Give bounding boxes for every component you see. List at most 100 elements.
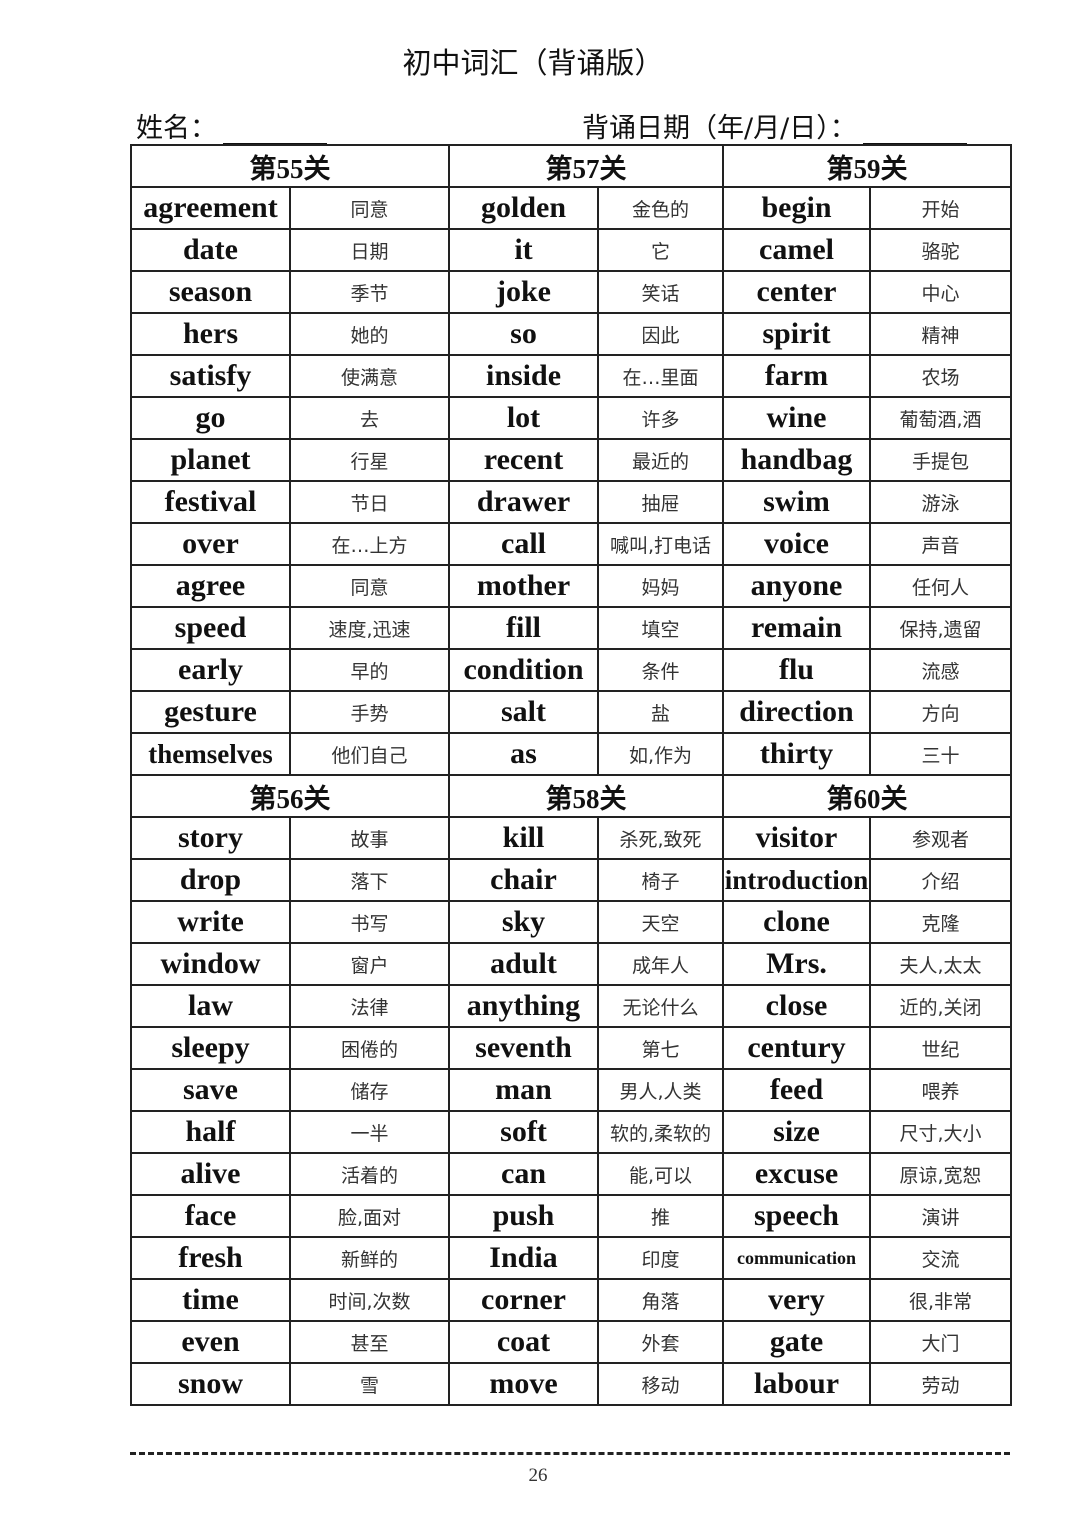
chinese-meaning: 笑话 — [597, 270, 724, 314]
level-header: 第59关 — [722, 144, 1012, 188]
english-word: spirit — [722, 312, 871, 356]
english-word: date — [130, 228, 291, 272]
chinese-meaning: 在…上方 — [289, 522, 450, 566]
chinese-meaning: 季节 — [289, 270, 450, 314]
english-word: century — [722, 1026, 871, 1070]
chinese-meaning: 喂养 — [869, 1068, 1012, 1112]
level-header: 第56关 — [130, 774, 450, 818]
table-row: fresh 新鲜的 India 印度 communication 交流 — [130, 1236, 1012, 1280]
english-word: chair — [448, 858, 599, 902]
english-word: remain — [722, 606, 871, 650]
table-row: drop 落下 chair 椅子 introduction 介绍 — [130, 858, 1012, 902]
english-word: window — [130, 942, 291, 986]
chinese-meaning: 抽屉 — [597, 480, 724, 524]
english-word: drop — [130, 858, 291, 902]
level-header: 第57关 — [448, 144, 724, 188]
english-word: festival — [130, 480, 291, 524]
english-word: close — [722, 984, 871, 1028]
chinese-meaning: 他们自己 — [289, 732, 450, 776]
english-word: coat — [448, 1320, 599, 1364]
english-word: gesture — [130, 690, 291, 734]
english-word: snow — [130, 1362, 291, 1406]
chinese-meaning: 节日 — [289, 480, 450, 524]
chinese-meaning: 她的 — [289, 312, 450, 356]
english-word: agree — [130, 564, 291, 608]
chinese-meaning: 流感 — [869, 648, 1012, 692]
chinese-meaning: 使满意 — [289, 354, 450, 398]
table-row: date 日期 it 它 camel 骆驼 — [130, 228, 1012, 272]
table-row: half 一半 soft 软的,柔软的 size 尺寸,大小 — [130, 1110, 1012, 1154]
chinese-meaning: 椅子 — [597, 858, 724, 902]
chinese-meaning: 介绍 — [869, 858, 1012, 902]
english-word: handbag — [722, 438, 871, 482]
chinese-meaning: 如,作为 — [597, 732, 724, 776]
chinese-meaning: 许多 — [597, 396, 724, 440]
english-word: Mrs. — [722, 942, 871, 986]
english-word: over — [130, 522, 291, 566]
chinese-meaning: 活着的 — [289, 1152, 450, 1196]
english-word: planet — [130, 438, 291, 482]
chinese-meaning: 妈妈 — [597, 564, 724, 608]
english-word: inside — [448, 354, 599, 398]
english-word: camel — [722, 228, 871, 272]
chinese-meaning: 雪 — [289, 1362, 450, 1406]
english-word: seventh — [448, 1026, 599, 1070]
english-word: fresh — [130, 1236, 291, 1280]
english-word: size — [722, 1110, 871, 1154]
table-row: snow 雪 move 移动 labour 劳动 — [130, 1362, 1012, 1406]
level-header: 第60关 — [722, 774, 1012, 818]
english-word: visitor — [722, 816, 871, 860]
chinese-meaning: 窗户 — [289, 942, 450, 986]
chinese-meaning: 在…里面 — [597, 354, 724, 398]
chinese-meaning: 去 — [289, 396, 450, 440]
chinese-meaning: 天空 — [597, 900, 724, 944]
table-row: planet 行星 recent 最近的 handbag 手提包 — [130, 438, 1012, 482]
chinese-meaning: 同意 — [289, 186, 450, 230]
chinese-meaning: 演讲 — [869, 1194, 1012, 1238]
english-word: introduction — [722, 858, 871, 902]
english-word: hers — [130, 312, 291, 356]
chinese-meaning: 印度 — [597, 1236, 724, 1280]
english-word: early — [130, 648, 291, 692]
chinese-meaning: 成年人 — [597, 942, 724, 986]
table-row: story 故事 kill 杀死,致死 visitor 参观者 — [130, 816, 1012, 860]
chinese-meaning: 外套 — [597, 1320, 724, 1364]
chinese-meaning: 同意 — [289, 564, 450, 608]
english-word: joke — [448, 270, 599, 314]
english-word: adult — [448, 942, 599, 986]
english-word: wine — [722, 396, 871, 440]
table-row: window 窗户 adult 成年人 Mrs. 夫人,太太 — [130, 942, 1012, 986]
english-word: feed — [722, 1068, 871, 1112]
table-row: festival 节日 drawer 抽屉 swim 游泳 — [130, 480, 1012, 524]
english-word: corner — [448, 1278, 599, 1322]
chinese-meaning: 手势 — [289, 690, 450, 734]
english-word: story — [130, 816, 291, 860]
chinese-meaning: 甚至 — [289, 1320, 450, 1364]
english-word: condition — [448, 648, 599, 692]
date-blank — [862, 117, 967, 145]
table-row: agree 同意 mother 妈妈 anyone 任何人 — [130, 564, 1012, 608]
english-word: flu — [722, 648, 871, 692]
chinese-meaning: 落下 — [289, 858, 450, 902]
chinese-meaning: 因此 — [597, 312, 724, 356]
vocabulary-table: 第55关 第57关 第59关 agreement 同意 golden 金色的 begin 开始 d… — [130, 144, 1012, 1406]
english-word: sky — [448, 900, 599, 944]
chinese-meaning: 第七 — [597, 1026, 724, 1070]
chinese-meaning: 移动 — [597, 1362, 724, 1406]
chinese-meaning: 早的 — [289, 648, 450, 692]
table-row: hers 她的 so 因此 spirit 精神 — [130, 312, 1012, 356]
chinese-meaning: 填空 — [597, 606, 724, 650]
chinese-meaning: 方向 — [869, 690, 1012, 734]
english-word: save — [130, 1068, 291, 1112]
english-word: anyone — [722, 564, 871, 608]
english-word: kill — [448, 816, 599, 860]
english-word: soft — [448, 1110, 599, 1154]
chinese-meaning: 劳动 — [869, 1362, 1012, 1406]
chinese-meaning: 杀死,致死 — [597, 816, 724, 860]
table-row: face 脸,面对 push 推 speech 演讲 — [130, 1194, 1012, 1238]
chinese-meaning: 日期 — [289, 228, 450, 272]
english-word: law — [130, 984, 291, 1028]
chinese-meaning: 最近的 — [597, 438, 724, 482]
chinese-meaning: 游泳 — [869, 480, 1012, 524]
chinese-meaning: 原谅,宽恕 — [869, 1152, 1012, 1196]
